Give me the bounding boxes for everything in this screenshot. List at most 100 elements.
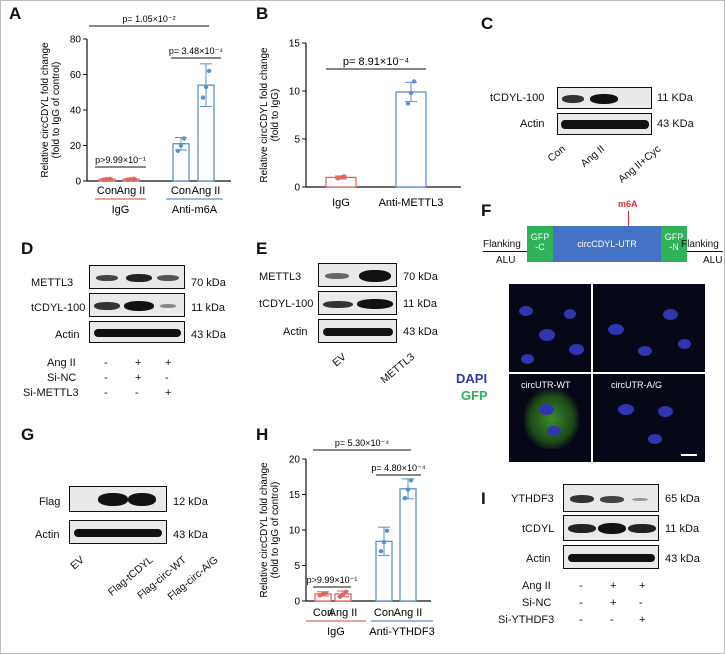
cond-label: Ang II: [522, 580, 551, 592]
blot-g-kda: 43 kDa: [173, 529, 208, 541]
bar: [395, 91, 427, 188]
band: [568, 524, 596, 533]
blot-i-tcdyl: [563, 515, 659, 541]
band: [357, 299, 393, 309]
blot-g-kda: 12 kDa: [173, 496, 208, 508]
band: [628, 524, 656, 533]
y-axis-label: (fold to IgG of control): [51, 62, 62, 159]
band: [590, 94, 618, 104]
y-axis-label: Relative circCDYL fold change: [40, 42, 51, 178]
blot-d-kda: 43 kDa: [191, 329, 226, 341]
band: [359, 270, 391, 282]
panel-letter-a: A: [9, 4, 22, 23]
x-tick-label: Ang II: [192, 185, 221, 197]
image-label: circUTR-A/G: [611, 380, 662, 390]
p-value: p= 5.30×10⁻⁴: [335, 438, 389, 448]
y-tick-label: 5: [294, 135, 300, 146]
y-tick-label: 80: [70, 35, 82, 46]
y-tick-label: 15: [289, 39, 301, 50]
nucleus: [547, 426, 561, 436]
cond-sign: +: [610, 580, 617, 592]
nucleus: [663, 309, 678, 320]
nucleus: [569, 344, 584, 355]
band: [568, 554, 655, 562]
blot-e-row-label: tCDYL-100: [259, 298, 314, 310]
cond-sign: +: [135, 372, 142, 384]
data-point: [405, 101, 411, 106]
blot-d-actin: [89, 321, 185, 343]
data-point: [178, 143, 184, 148]
image-circutr-wt: [509, 374, 591, 462]
blot-c-row-label: tCDYL-100: [490, 92, 545, 104]
band: [600, 496, 624, 503]
x-tick-label: Ang II: [117, 185, 146, 197]
band: [94, 302, 120, 310]
data-point: [200, 95, 206, 100]
band: [94, 329, 181, 337]
cond-sign: +: [135, 357, 142, 369]
blot-e-kda: 11 kDa: [403, 298, 438, 310]
flank-right: Flanking: [681, 239, 719, 250]
blot-c-tcdyl: [557, 87, 652, 109]
utr-box: circCDYL-UTR: [553, 226, 661, 262]
data-point: [378, 549, 384, 554]
panel-letter-h: H: [256, 425, 269, 444]
y-tick-label: 10: [289, 526, 301, 537]
cond-sign: -: [104, 372, 108, 384]
band: [160, 304, 176, 308]
cond-sign: -: [579, 614, 583, 626]
panel-letter-e: E: [256, 239, 268, 258]
scale-bar: [681, 454, 697, 456]
band: [96, 275, 118, 281]
blot-c-kda: 43 KDa: [657, 118, 694, 130]
panel-letter-c: C: [481, 14, 494, 33]
band: [325, 273, 349, 279]
data-point: [384, 528, 390, 533]
nucleus: [608, 324, 624, 335]
y-axis-label: Relative circCDYL fold change: [259, 462, 270, 598]
x-tick-label: Anti-METTL3: [379, 197, 444, 209]
panel-letter-f: F: [481, 201, 492, 220]
x-tick-label: Con: [97, 185, 117, 197]
blot-e-kda: 70 kDa: [403, 271, 438, 283]
p-value: p>9.99×10⁻¹: [307, 575, 358, 585]
blot-e-actin: [318, 319, 397, 343]
blot-e-mettl3: [318, 263, 397, 287]
flank-left: Flanking: [483, 239, 521, 250]
blot-g-row-label: Flag: [39, 496, 61, 508]
cond-sign: +: [165, 387, 172, 399]
p-value: p>9.99×10⁻¹: [95, 155, 146, 165]
image-non-utr: [593, 284, 705, 372]
x-tick-label: Ang II: [329, 607, 358, 619]
cond-sign: -: [135, 387, 139, 399]
blot-d-row-label: tCDYL-100: [31, 302, 86, 314]
cond-sign: -: [165, 372, 169, 384]
blot-g-row-label: Actin: [35, 529, 60, 541]
nucleus: [658, 406, 673, 417]
band: [98, 493, 128, 506]
y-tick-label: 20: [70, 141, 82, 152]
band: [157, 275, 179, 281]
m6a-marker: [628, 211, 629, 226]
cond-sign: -: [579, 580, 583, 592]
blot-c-actin: [557, 113, 652, 135]
y-tick-label: 0: [75, 177, 81, 188]
band: [124, 301, 154, 311]
alu-right: ALU: [703, 255, 723, 266]
y-tick-label: 0: [294, 183, 300, 194]
data-point: [405, 487, 411, 492]
nucleus: [539, 404, 554, 415]
y-tick-label: 20: [289, 455, 301, 466]
data-point: [402, 495, 408, 501]
cond-sign: +: [639, 614, 646, 626]
panel-letter-d: D: [21, 239, 34, 258]
image-circutr-ag: [593, 374, 705, 462]
gfp-label: GFP: [461, 388, 488, 403]
cond-sign: -: [610, 614, 614, 626]
cond-sign: +: [610, 597, 617, 609]
blot-e-row-label: Actin: [283, 326, 308, 338]
band: [632, 498, 648, 501]
cond-label: Si-METTL3: [23, 387, 79, 399]
